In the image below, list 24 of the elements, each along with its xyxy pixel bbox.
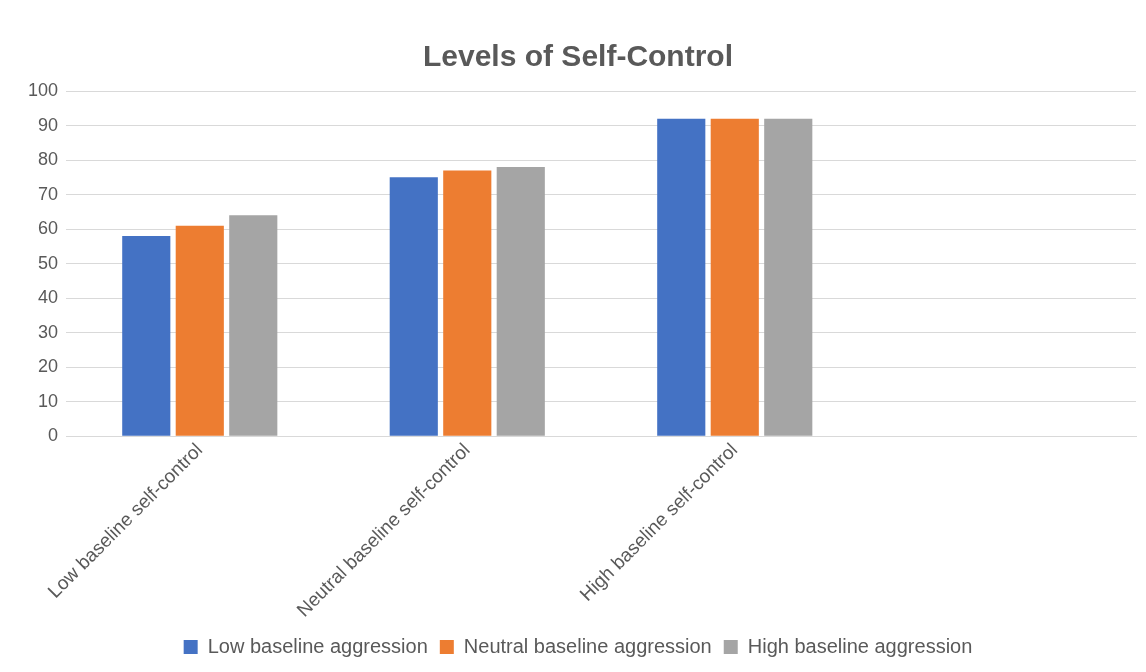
y-tick-label: 40 [38,287,59,308]
bar [229,215,278,436]
legend-label: Low baseline aggression [207,634,428,657]
y-tick-label: 70 [38,183,59,204]
y-tick-label: 30 [38,321,59,342]
y-tick-label: 0 [48,425,59,446]
y-tick-label: 20 [38,356,59,377]
y-tick-label: 60 [38,218,59,239]
legend-label: High baseline aggression [747,634,973,657]
bar [764,118,813,436]
bar [389,177,438,436]
y-tick-label: 90 [38,114,59,135]
y-tick-label: 10 [38,390,59,411]
bar [122,236,171,436]
bar [657,118,706,436]
y-tick-label: 80 [38,149,59,170]
bar [710,118,759,436]
chart-title: Levels of Self-Control [422,39,734,73]
y-tick-label: 100 [27,79,59,100]
bar [496,166,545,436]
bar [443,170,492,436]
y-tick-label: 50 [38,252,59,273]
legend-label: Neutral baseline aggression [463,634,712,657]
bar [175,225,224,436]
